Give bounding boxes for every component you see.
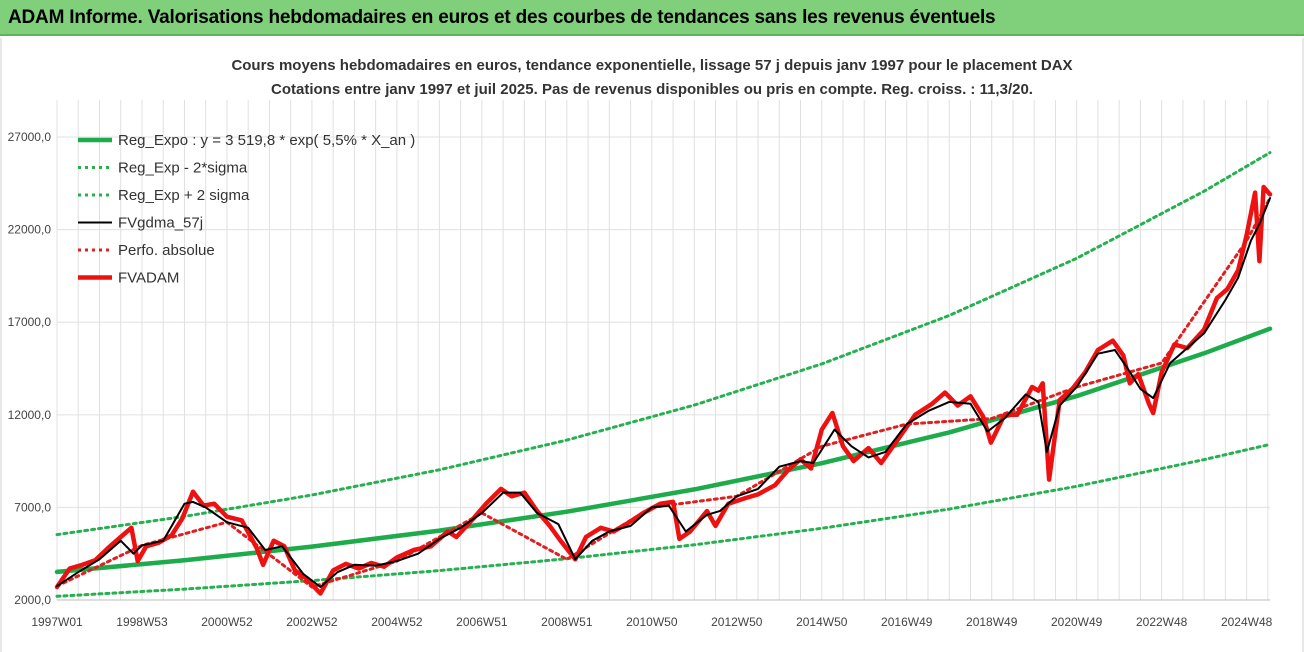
y-axis: 2000,0 7000,0 12000,0 17000,0 22000,0 27000,0	[8, 130, 52, 607]
legend-label: Perfo. absolue	[118, 242, 215, 259]
y-tick-label: 22000,0	[8, 223, 52, 237]
chart-title: Cours moyens hebdomadaires en euros, ten…	[231, 57, 1072, 74]
chart: Cours moyens hebdomadaires en euros, ten…	[8, 57, 1273, 629]
x-tick-label: 2016W49	[881, 615, 933, 629]
x-tick-label: 2014W50	[796, 615, 848, 629]
legend: Reg_Expo : y = 3 519,8 * exp( 5,5% * X_a…	[78, 132, 415, 287]
legend-label: Reg_Expo : y = 3 519,8 * exp( 5,5% * X_a…	[118, 132, 415, 149]
y-tick-label: 7000,0	[14, 500, 51, 514]
x-tick-label: 2000W52	[201, 615, 253, 629]
legend-label: Reg_Exp - 2*sigma	[118, 160, 248, 177]
y-tick-label: 27000,0	[8, 130, 52, 144]
legend-label: FVgdma_57j	[118, 215, 203, 232]
page-title: ADAM Informe. Valorisations hebdomadaire…	[8, 7, 996, 28]
x-tick-label: 2024W48	[1221, 615, 1273, 629]
x-tick-label: 2004W52	[371, 615, 423, 629]
y-tick-label: 12000,0	[8, 408, 52, 422]
y-tick-label: 17000,0	[8, 315, 52, 329]
x-tick-label: 1998W53	[116, 615, 168, 629]
legend-label: Reg_Exp + 2 sigma	[118, 187, 250, 204]
x-tick-label: 2012W50	[711, 615, 763, 629]
x-tick-label: 2008W51	[541, 615, 593, 629]
chart-subtitle: Cotations entre janv 1997 et juil 2025. …	[271, 81, 1033, 98]
x-tick-label: 2002W52	[286, 615, 338, 629]
x-tick-label: 2022W48	[1136, 615, 1188, 629]
x-tick-label: 2020W49	[1051, 615, 1103, 629]
title-bar: ADAM Informe. Valorisations hebdomadaire…	[0, 0, 1304, 36]
series-layer	[54, 151, 1273, 598]
x-tick-label: 2018W49	[966, 615, 1018, 629]
x-tick-label: 2010W50	[626, 615, 678, 629]
x-tick-label: 1997W01	[31, 615, 83, 629]
series-line-4	[55, 196, 1272, 589]
chart-frame: Cours moyens hebdomadaires en euros, ten…	[0, 38, 1304, 652]
legend-label: FVADAM	[118, 270, 179, 287]
series-line-3	[56, 197, 1271, 588]
series-line-2	[55, 151, 1272, 537]
series-line-1	[55, 442, 1272, 598]
y-tick-label: 2000,0	[14, 593, 51, 607]
x-axis: 1997W01 1998W53 2000W52 2002W52 2004W52 2006W…	[31, 599, 1273, 629]
x-tick-label: 2006W51	[456, 615, 508, 629]
